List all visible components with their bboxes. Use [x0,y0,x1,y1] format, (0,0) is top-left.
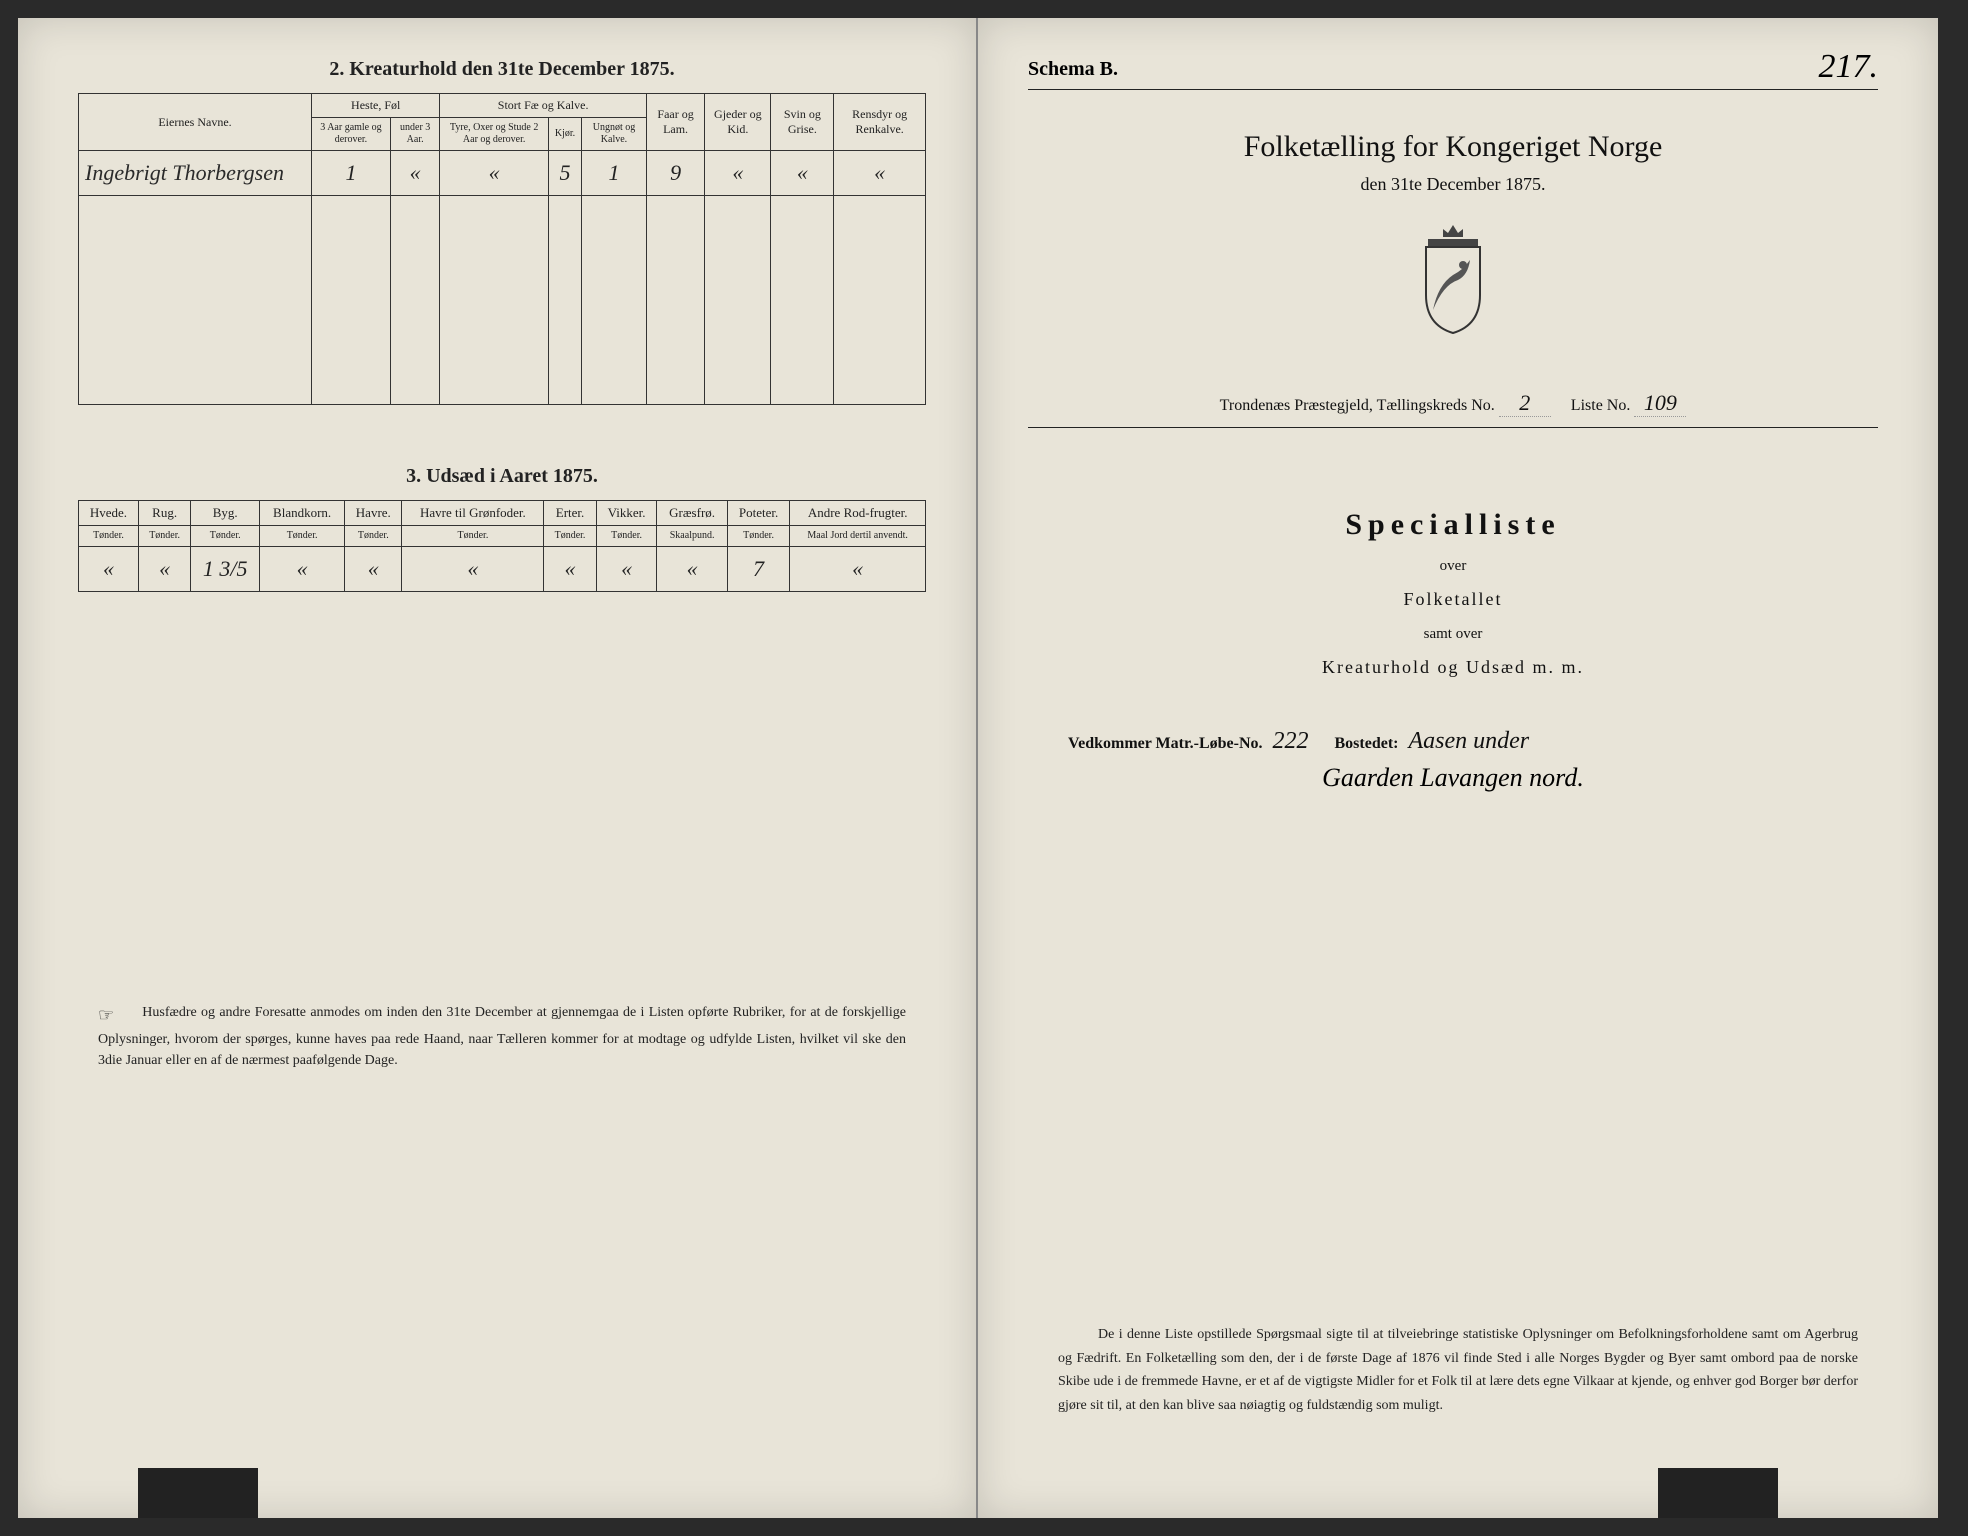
seed-unit-row: Tønder. Tønder. Tønder. Tønder. Tønder. … [79,526,926,547]
census-title: Folketælling for Kongeriget Norge [1028,130,1878,164]
right-page: Schema B. 217. Folketælling for Kongerig… [978,18,1938,1518]
unit: Tønder. [191,526,260,547]
col: Blandkorn. [260,501,345,526]
left-page: 2. Kreaturhold den 31te December 1875. E… [18,18,978,1518]
unit: Tønder. [402,526,544,547]
bosted-label: Bostedet: [1335,735,1399,752]
section2-title: 2. Kreaturhold den 31te December 1875. [78,58,926,81]
seed-table: Hvede. Rug. Byg. Blandkorn. Havre. Havre… [78,500,926,592]
binding-tab [1658,1468,1778,1518]
col: Havre til Grønfoder. [402,501,544,526]
col: Poteter. [727,501,790,526]
table-row: « « 1 3/5 « « « « « « 7 « [79,547,926,592]
col: Hvede. [79,501,139,526]
col: Byg. [191,501,260,526]
cell: « [79,547,139,592]
col: Andre Rod-frugter. [790,501,926,526]
census-date: den 31te December 1875. [1028,174,1878,195]
liste-no: 109 [1634,390,1686,417]
cell: « [260,547,345,592]
book-spread: 2. Kreaturhold den 31te December 1875. E… [0,0,1968,1536]
cell: « [834,151,926,196]
seed-header-row: Hvede. Rug. Byg. Blandkorn. Havre. Havre… [79,501,926,526]
cell: 7 [727,547,790,592]
cell: « [390,151,440,196]
parish-label: Trondenæs Præstegjeld, Tællingskreds No. [1220,397,1495,414]
cell: « [705,151,771,196]
livestock-table: Eiernes Navne. Heste, Føl Stort Fæ og Ka… [78,93,926,405]
cell: 5 [548,151,581,196]
pointing-hand-icon: ☞ [98,1002,138,1029]
spec-samt: samt over [1028,626,1878,643]
col-heste-b: under 3 Aar. [390,118,440,151]
schema-label: Schema B. [1028,58,1878,81]
cell: « [440,151,548,196]
cell: 9 [646,151,705,196]
cell: « [138,547,190,592]
col-svin: Svin og Grise. [771,94,834,151]
cell: « [657,547,727,592]
unit: Tønder. [544,526,596,547]
kreds-no: 2 [1499,390,1551,417]
section3-title: 3. Udsæd i Aaret 1875. [78,465,926,488]
spec-line1: Folketallet [1028,589,1878,610]
spec-title: Specialliste [1028,508,1878,542]
grp-heste: Heste, Føl [312,94,440,118]
left-footnote: ☞ Husfædre og andre Foresatte anmodes om… [78,1002,926,1071]
bosted-value: Aasen under [1402,728,1535,755]
cell: 1 [312,151,391,196]
matr-label: Vedkommer Matr.-Løbe-No. [1068,735,1263,752]
matr-no: 222 [1267,728,1315,755]
unit: Tønder. [79,526,139,547]
unit: Tønder. [596,526,657,547]
grp-fae: Stort Fæ og Kalve. [440,94,646,118]
matr-line: Vedkommer Matr.-Løbe-No. 222 Bostedet: A… [1028,728,1878,755]
col-faar: Faar og Lam. [646,94,705,151]
cell: « [402,547,544,592]
col-ren: Rensdyr og Renkalve. [834,94,926,151]
spec-over: over [1028,558,1878,575]
col: Havre. [345,501,402,526]
binding-tab [138,1468,258,1518]
spec-line2: Kreaturhold og Udsæd m. m. [1028,657,1878,678]
col-fae-a: Tyre, Oxer og Stude 2 Aar og derover. [440,118,548,151]
unit: Skaalpund. [657,526,727,547]
col-fae-b: Kjør. [548,118,581,151]
col: Rug. [138,501,190,526]
divider [1028,89,1878,90]
cell: 1 3/5 [191,547,260,592]
col: Vikker. [596,501,657,526]
unit: Tønder. [260,526,345,547]
parish-line: Trondenæs Præstegjeld, Tællingskreds No.… [1028,390,1878,417]
footnote-text: Husfædre og andre Foresatte anmodes om i… [98,1005,906,1068]
col-owner: Eiernes Navne. [79,94,312,151]
owner-cell: Ingebrigt Thorbergsen [79,151,312,196]
right-footnote: De i denne Liste opstillede Spørgsmaal s… [1058,1323,1858,1418]
cell: « [771,151,834,196]
cell: « [544,547,596,592]
cell: « [596,547,657,592]
empty-space [79,196,926,405]
col-gjeder: Gjeder og Kid. [705,94,771,151]
unit: Tønder. [345,526,402,547]
col-fae-c: Ungnøt og Kalve. [582,118,647,151]
coat-of-arms-icon [1028,225,1878,340]
cell: « [790,547,926,592]
table-row: Ingebrigt Thorbergsen 1 « « 5 1 9 « « « [79,151,926,196]
cell: 1 [582,151,647,196]
unit: Tønder. [727,526,790,547]
unit: Tønder. [138,526,190,547]
liste-label: Liste No. [1571,397,1631,414]
cell: « [345,547,402,592]
bosted-value2: Gaarden Lavangen nord. [1028,763,1878,793]
page-number: 217. [1819,48,1879,86]
unit: Maal Jord dertil anvendt. [790,526,926,547]
col: Græsfrø. [657,501,727,526]
col: Erter. [544,501,596,526]
col-heste-a: 3 Aar gamle og derover. [312,118,391,151]
divider [1028,427,1878,428]
